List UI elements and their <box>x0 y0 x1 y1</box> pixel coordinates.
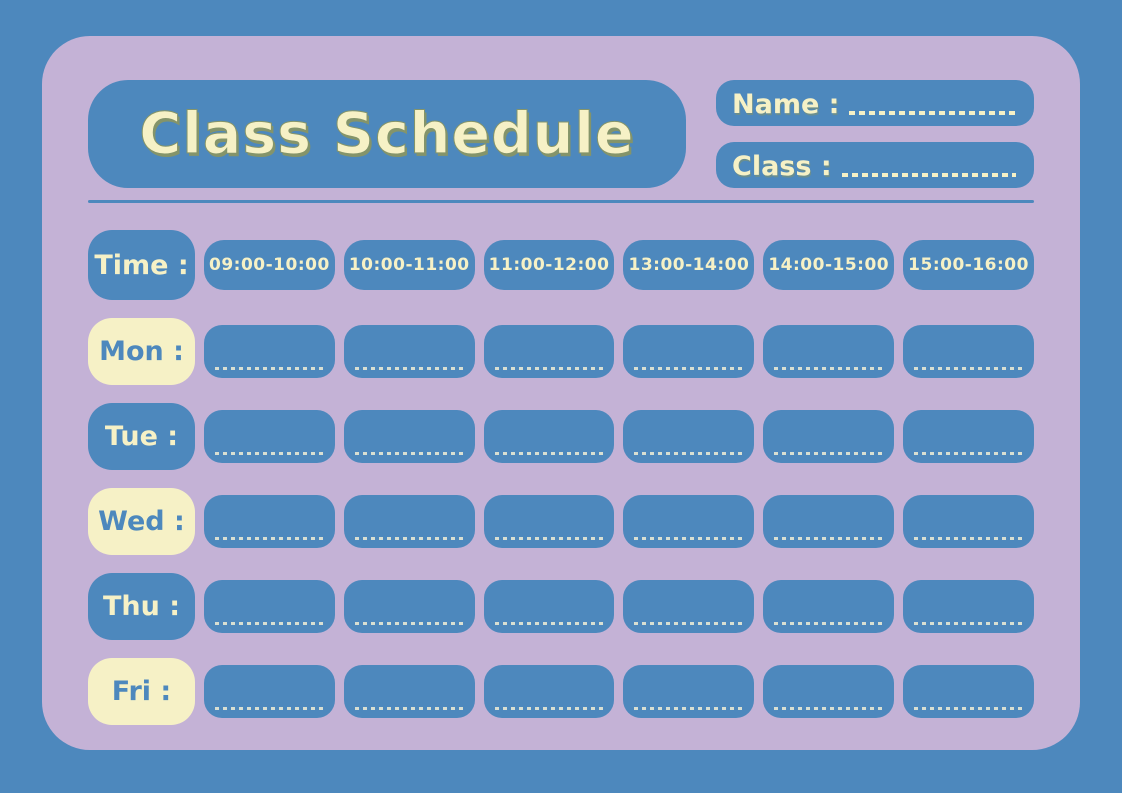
time-slot-1300-1400: 13:00-14:00 <box>623 240 755 290</box>
day-label-thursday: Thu : <box>88 573 195 640</box>
schedule-cell-wed-1[interactable] <box>204 495 335 548</box>
name-label: Name : <box>732 89 840 121</box>
schedule-cell-fri-4[interactable] <box>623 665 755 718</box>
schedule-cell-wed-3[interactable] <box>483 495 615 548</box>
cell-write-line <box>914 537 1023 540</box>
class-field: Class : <box>716 142 1034 188</box>
schedule-cell-fri-1[interactable] <box>204 665 335 718</box>
cell-write-line <box>354 707 464 710</box>
schedule-cell-mon-6[interactable] <box>903 325 1034 378</box>
cell-write-line <box>354 537 464 540</box>
schedule-cell-tue-5[interactable] <box>763 410 895 463</box>
schedule-cell-thu-4[interactable] <box>623 580 755 633</box>
cell-write-line <box>215 537 324 540</box>
cell-write-line <box>774 707 884 710</box>
schedule-cell-tue-1[interactable] <box>204 410 335 463</box>
schedule-cell-wed-4[interactable] <box>623 495 755 548</box>
cell-write-line <box>354 367 464 370</box>
class-input-line[interactable] <box>841 173 1016 177</box>
schedule-cell-tue-3[interactable] <box>483 410 615 463</box>
schedule-cell-thu-3[interactable] <box>483 580 615 633</box>
schedule-cell-mon-2[interactable] <box>343 325 475 378</box>
cell-write-line <box>774 537 884 540</box>
time-slot-1400-1500: 14:00-15:00 <box>763 240 895 290</box>
class-label: Class : <box>732 151 832 183</box>
cell-write-line <box>354 622 464 625</box>
schedule-card: Class Schedule Name : Class : Time : 09:… <box>42 36 1080 750</box>
cell-write-line <box>634 537 744 540</box>
time-slot-1000-1100: 10:00-11:00 <box>343 240 475 290</box>
schedule-cell-wed-5[interactable] <box>763 495 895 548</box>
schedule-cell-fri-2[interactable] <box>343 665 475 718</box>
cell-write-line <box>494 622 604 625</box>
cell-write-line <box>634 622 744 625</box>
schedule-cell-tue-6[interactable] <box>903 410 1034 463</box>
cell-write-line <box>215 452 324 455</box>
time-header-label: Time : <box>88 230 195 300</box>
page-title: Class Schedule <box>139 101 635 168</box>
cell-write-line <box>774 367 884 370</box>
day-row-monday: Mon : <box>88 318 1034 385</box>
schedule-cell-wed-2[interactable] <box>343 495 475 548</box>
day-label-tuesday: Tue : <box>88 403 195 470</box>
day-row-tuesday: Tue : <box>88 403 1034 470</box>
time-slot-0900-1000: 09:00-10:00 <box>204 240 335 290</box>
schedule-cell-thu-1[interactable] <box>204 580 335 633</box>
cell-write-line <box>494 452 604 455</box>
schedule-cell-fri-6[interactable] <box>903 665 1034 718</box>
day-label-friday: Fri : <box>88 658 195 725</box>
cell-write-line <box>215 622 324 625</box>
schedule-cell-tue-4[interactable] <box>623 410 755 463</box>
cell-write-line <box>215 707 324 710</box>
schedule-cell-tue-2[interactable] <box>343 410 475 463</box>
student-fields: Name : Class : <box>716 80 1034 188</box>
name-input-line[interactable] <box>849 111 1016 115</box>
schedule-cell-fri-5[interactable] <box>763 665 895 718</box>
cell-write-line <box>914 707 1023 710</box>
cell-write-line <box>634 367 744 370</box>
cell-write-line <box>634 452 744 455</box>
cell-write-line <box>914 452 1023 455</box>
schedule-cell-mon-5[interactable] <box>763 325 895 378</box>
schedule-cell-mon-4[interactable] <box>623 325 755 378</box>
schedule-cell-mon-1[interactable] <box>204 325 335 378</box>
day-row-wednesday: Wed : <box>88 488 1034 555</box>
schedule-cell-thu-6[interactable] <box>903 580 1034 633</box>
cell-write-line <box>494 537 604 540</box>
time-slot-1500-1600: 15:00-16:00 <box>903 240 1034 290</box>
day-label-monday: Mon : <box>88 318 195 385</box>
name-field: Name : <box>716 80 1034 126</box>
cell-write-line <box>354 452 464 455</box>
day-label-wednesday: Wed : <box>88 488 195 555</box>
cell-write-line <box>494 707 604 710</box>
cell-write-line <box>914 367 1023 370</box>
schedule-grid: Time : 09:00-10:00 10:00-11:00 11:00-12:… <box>88 230 1034 725</box>
time-slot-1100-1200: 11:00-12:00 <box>483 240 615 290</box>
schedule-cell-fri-3[interactable] <box>483 665 615 718</box>
cell-write-line <box>215 367 324 370</box>
cell-write-line <box>494 367 604 370</box>
title-box: Class Schedule <box>88 80 686 188</box>
cell-write-line <box>774 452 884 455</box>
header-divider <box>88 200 1034 203</box>
schedule-cell-thu-2[interactable] <box>343 580 475 633</box>
cell-write-line <box>774 622 884 625</box>
header: Class Schedule Name : Class : <box>88 80 1034 188</box>
cell-write-line <box>634 707 744 710</box>
cell-write-line <box>914 622 1023 625</box>
schedule-cell-mon-3[interactable] <box>483 325 615 378</box>
time-header-row: Time : 09:00-10:00 10:00-11:00 11:00-12:… <box>88 230 1034 300</box>
day-row-thursday: Thu : <box>88 573 1034 640</box>
day-row-friday: Fri : <box>88 658 1034 725</box>
schedule-cell-wed-6[interactable] <box>903 495 1034 548</box>
schedule-cell-thu-5[interactable] <box>763 580 895 633</box>
